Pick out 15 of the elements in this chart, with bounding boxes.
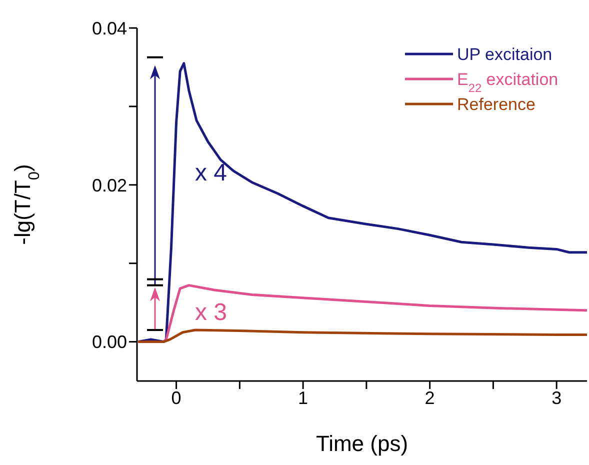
x-tick-label: 3 [552,388,562,408]
line-series [137,328,587,344]
y-tick-label: 0.04 [92,18,127,38]
legend-label: Reference [457,95,536,114]
y-tick-label: 0.02 [92,175,127,196]
legend-label: E$_{22}$ excitation [457,70,558,95]
legend-label: UP excitaion [457,45,552,64]
annotation: x 3 [195,299,228,326]
x-tick-label: 2 [424,388,435,408]
y-tick-label: 0.00 [92,332,127,352]
line-series [137,62,587,344]
x-axis-title: Time (ps) [316,431,408,456]
x-tick-label: 1 [298,388,308,408]
annotation: x 4 [195,160,228,187]
x-tick-label: 0 [171,388,182,408]
